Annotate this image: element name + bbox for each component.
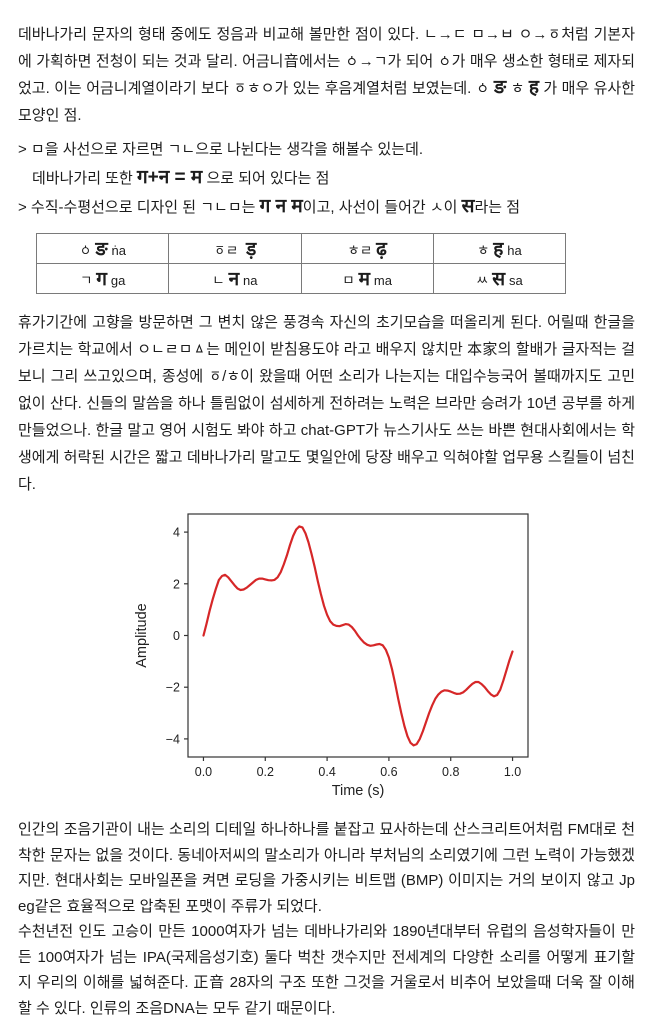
devanagari-ha: ह [528,77,539,98]
note-2-text-2: 이고, 사선이 들어간 ㅅ이 [302,199,462,216]
intro-text-1: 데바나가리 문자의 형태 중에도 정음과 비교해 볼만한 점이 있다. ㄴ→ㄷ … [18,26,635,97]
svg-text:0.4: 0.4 [318,765,335,779]
table-cell: ㅁ म ma [300,263,434,294]
jamo-char: ㆆㄹ [213,242,239,258]
svg-text:0.2: 0.2 [257,765,274,779]
svg-text:−4: −4 [166,732,180,746]
table-row: ㄱ ग ga ㄴ न na ㅁ म ma ㅆ स sa [35,263,567,294]
romanization: ṅa [111,242,127,258]
svg-text:Time (s): Time (s) [332,783,385,799]
svg-text:−2: −2 [166,681,180,695]
note-1-text: > ㅁ을 사선으로 자르면 ㄱㄴ으로 나뉜다는 생각을 해볼수 있는데. [18,141,424,158]
note-2-text-3: 라는 점 [474,199,521,216]
svg-text:4: 4 [173,526,180,540]
devanagari-char: ग [96,268,107,290]
paragraph-closing-2: 수천년전 인도 고승이 만든 1000여자가 넘는 데바나가리와 1890년대부… [18,923,635,1017]
romanization: ha [507,242,522,258]
devanagari-char: ह [493,238,504,260]
paragraph-intro: 데바나가리 문자의 형태 중에도 정음과 비교해 볼만한 점이 있다. ㄴ→ㄷ … [18,21,635,129]
svg-text:0.6: 0.6 [380,765,397,779]
svg-text:1.0: 1.0 [504,765,521,779]
note-1b-text: 데바나가리 또한 [32,170,137,187]
jamo-char: ㅆ [475,272,489,288]
waveform-chart: 0.0 0.2 0.4 0.6 0.8 1.0 −4 −2 0 2 4 Time (s) Amplitu… [134,513,529,799]
svg-text:0.0: 0.0 [195,765,212,779]
paragraph-closing-block: 인간의 조음기관이 내는 소리의 디테일 하나하나를 붙잡고 묘사하는데 산스크… [18,817,635,1021]
devanagari-sa: स [461,196,475,217]
note-1b-text-2: 으로 되어 있다는 점 [202,170,330,187]
table-cell: ㅆ स sa [432,263,567,294]
devanagari-nga: ङ [494,77,507,98]
table-cell: ㅎㄹ ढ़ [300,233,434,264]
jamo-char: ㄴ [212,272,225,288]
table-cell: ㅎ ह ha [432,233,567,264]
devanagari-char: स [492,268,506,290]
svg-text:Amplitude: Amplitude [134,603,150,667]
romanization: na [243,272,258,288]
devanagari-formula: ग+न = म [136,167,203,188]
table-cell: ㄱ ग ga [35,263,170,294]
jamo-devanagari-table: ㆁ ङ ṅa ㆆㄹ ड़ ㅎㄹ ढ़ ㅎ ह ha ㄱ ग ga ㄴ न na … [35,233,567,294]
romanization: sa [509,272,523,288]
intro-text-2: ㅎ [506,80,529,97]
table-cell: ㄴ न na [168,263,302,294]
devanagari-char: ड़ [246,238,257,260]
intro-text-3: 가 매우 유사한 모양인 점. [18,80,635,124]
devanagari-ga-na-ma: ग न म [259,196,303,217]
waveform-figure: 0.0 0.2 0.4 0.6 0.8 1.0 −4 −2 0 2 4 Time (s) Amplitu… [116,502,560,802]
jamo-char: ㄱ [79,272,93,288]
paragraph-body: 휴가기간에 고향을 방문하면 그 변치 않은 풍경속 자신의 초기모습을 떠올리… [18,314,635,493]
devanagari-char: ढ़ [376,238,387,260]
table-cell: ㆆㄹ ड़ [168,233,302,264]
note-2-text: > 수직-수평선으로 디자인 된 ㄱㄴㅁ는 [18,199,260,216]
table-row: ㆁ ङ ṅa ㆆㄹ ड़ ㅎㄹ ढ़ ㅎ ह ha [35,233,567,264]
note-item-1-continued: 데바나가리 또한 ग+न = म 으로 되어 있다는 점 [18,163,635,194]
svg-text:2: 2 [173,577,180,591]
table-cell: ㆁ ङ ṅa [35,233,170,264]
note-item-1: > ㅁ을 사선으로 자르면 ㄱㄴ으로 나뉜다는 생각을 해볼수 있는데. [18,136,635,163]
jamo-char: ㅎㄹ [347,242,373,258]
svg-text:0.8: 0.8 [442,765,459,779]
devanagari-char: म [358,268,370,290]
jamo-char: ㅎ [476,242,490,258]
devanagari-char: न [228,268,240,290]
svg-text:0: 0 [173,629,180,643]
note-list: > ㅁ을 사선으로 자르면 ㄱㄴ으로 나뉜다는 생각을 해볼수 있는데. 데바나… [18,136,635,221]
paragraph-closing-1: 인간의 조음기관이 내는 소리의 디테일 하나하나를 붙잡고 묘사하는데 산스크… [18,821,635,915]
jamo-char: ㅁ [342,272,355,288]
note-item-2: > 수직-수평선으로 디자인 된 ㄱㄴㅁ는 ग न म이고, 사선이 들어간 ㅅ… [18,194,635,221]
romanization: ma [373,272,392,288]
jamo-char: ㆁ [79,242,92,258]
romanization: ga [110,272,126,288]
devanagari-char: ङ [95,238,108,260]
